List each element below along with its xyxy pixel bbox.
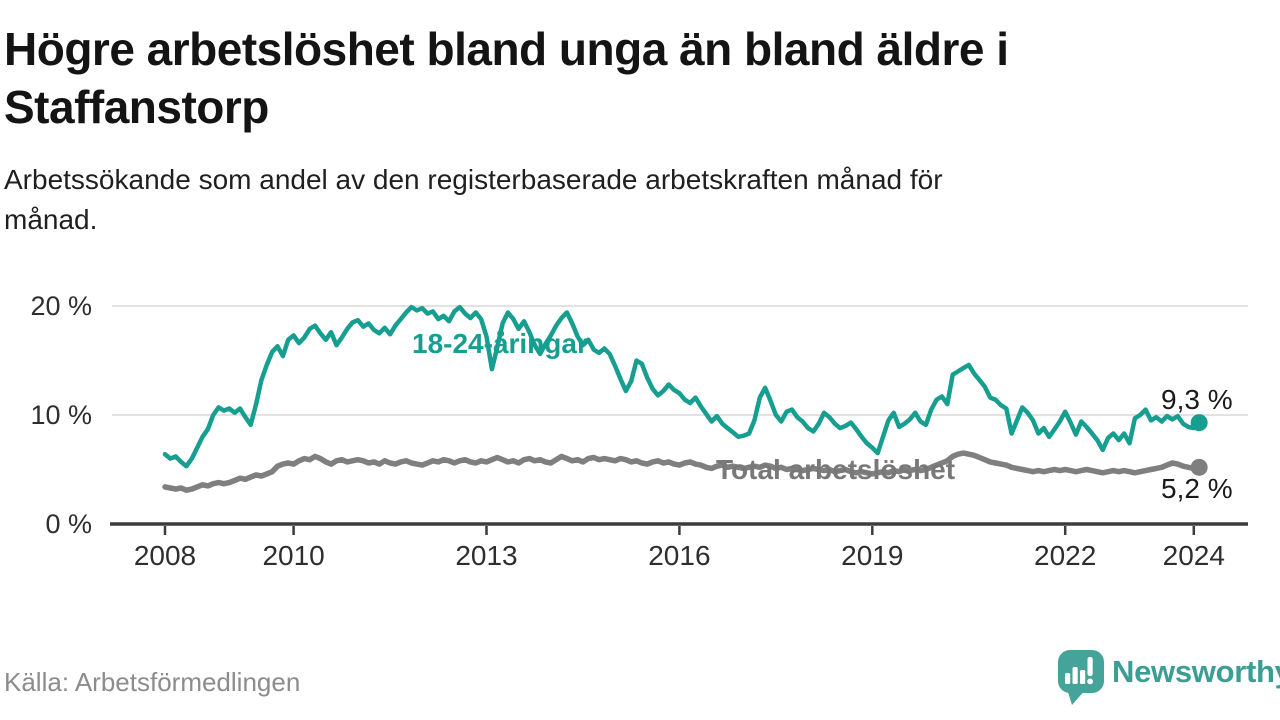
end-value-label-youth: 9,3 % (1161, 384, 1233, 415)
y-tick-label: 20 % (30, 291, 92, 321)
series-label-youth: 18-24-åringar (412, 328, 588, 359)
newsworthy-logo: Newsworthy (1056, 647, 1280, 709)
series-line (162, 450, 1202, 493)
page-title: Högre arbetslöshet bland unga än bland ä… (4, 23, 1009, 133)
x-tick-label: 2019 (841, 540, 904, 571)
page-subtitle: Arbetssökande som andel av den registerb… (4, 164, 943, 235)
x-tick-label: 2010 (262, 540, 325, 571)
source-note: Källa: Arbetsförmedlingen (4, 667, 301, 697)
series-line (162, 304, 1202, 469)
newsworthy-bubble-icon (1058, 650, 1104, 705)
brand-name: Newsworthy (1112, 654, 1280, 689)
x-tick-label: 2016 (648, 540, 711, 571)
end-value-label-total: 5,2 % (1161, 473, 1233, 504)
x-tick-label: 2008 (133, 540, 197, 571)
y-tick-label: 0 % (45, 509, 92, 539)
y-tick-label: 10 % (30, 400, 92, 430)
x-tick-label: 2013 (455, 540, 518, 571)
x-tick-label: 2022 (1034, 540, 1097, 571)
series-end-dot (1190, 414, 1208, 432)
series-end-dot (1190, 458, 1208, 476)
x-tick-label: 2024 (1162, 540, 1225, 571)
series-label-total: Total arbetslöshet (716, 454, 956, 485)
